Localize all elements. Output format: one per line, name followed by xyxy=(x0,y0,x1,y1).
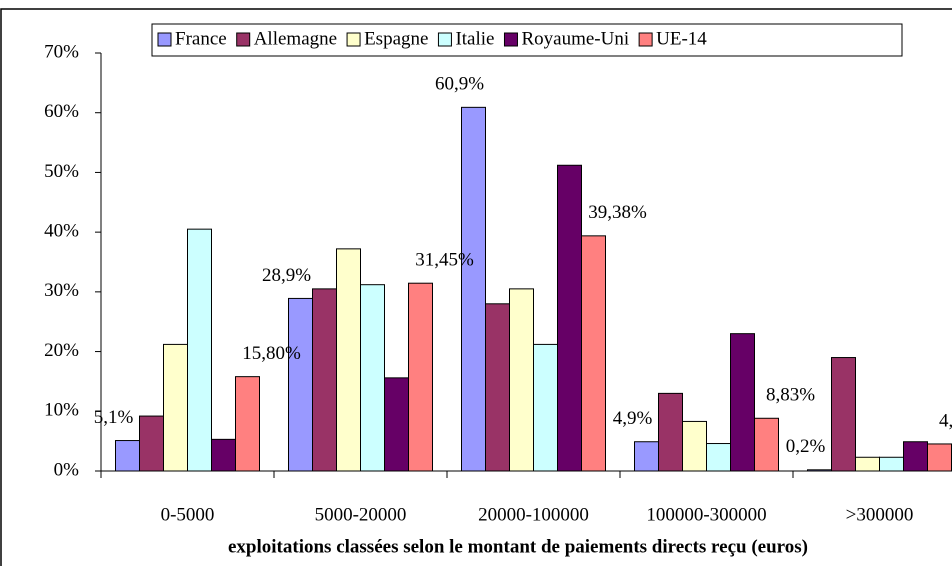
legend-swatch xyxy=(236,32,251,47)
legend-swatch xyxy=(503,32,518,47)
bar xyxy=(139,415,164,472)
bar xyxy=(115,440,140,472)
bar xyxy=(903,441,928,472)
data-label: 15,80% xyxy=(242,343,301,364)
legend-label: Italie xyxy=(455,28,494,49)
bar xyxy=(658,392,683,472)
data-label: 4,9% xyxy=(613,408,653,429)
legend-swatch xyxy=(638,32,653,47)
bar xyxy=(730,333,755,472)
bar xyxy=(533,343,558,472)
data-label: 39,38% xyxy=(588,202,647,223)
legend-swatch xyxy=(346,32,361,47)
bar xyxy=(807,469,832,472)
bar xyxy=(634,441,659,472)
data-label: 0,2% xyxy=(786,436,826,457)
bar xyxy=(682,420,707,472)
bar xyxy=(360,284,385,472)
legend-swatch xyxy=(437,32,452,47)
legend-box xyxy=(151,23,903,57)
legend-label: Royaume-Uni xyxy=(521,28,629,49)
bar xyxy=(211,438,236,472)
x-tick-label: 100000-300000 xyxy=(646,504,766,525)
y-tick-label: 60% xyxy=(44,101,79,122)
legend-label: UE-14 xyxy=(656,28,707,49)
bar xyxy=(384,377,409,472)
data-label: 60,9% xyxy=(435,74,484,95)
bar xyxy=(288,297,313,472)
x-axis-title: exploitations classées selon le montant … xyxy=(228,536,808,557)
bar xyxy=(754,417,779,472)
bar xyxy=(187,228,212,472)
bar xyxy=(927,443,952,472)
bar xyxy=(485,303,510,472)
x-tick-label: 5000-20000 xyxy=(315,504,407,525)
legend-label: Allemagne xyxy=(254,28,337,49)
bar xyxy=(235,376,260,472)
y-tick-label: 70% xyxy=(44,41,79,62)
data-label: 5,1% xyxy=(94,407,134,428)
data-label: 31,45% xyxy=(415,250,474,271)
bar xyxy=(581,235,606,472)
bar xyxy=(461,106,486,472)
bar xyxy=(163,343,188,472)
data-label: 8,83% xyxy=(766,385,815,406)
y-tick-label: 0% xyxy=(54,459,80,480)
bar xyxy=(408,282,433,472)
y-tick-label: 40% xyxy=(44,221,79,242)
legend-swatch xyxy=(157,32,172,47)
x-tick-label: 0-5000 xyxy=(161,504,215,525)
x-tick-label: >300000 xyxy=(846,504,914,525)
bar xyxy=(855,456,880,472)
data-label: 4,53% xyxy=(939,410,952,431)
data-label: 28,9% xyxy=(262,265,311,286)
y-tick-label: 10% xyxy=(44,400,79,421)
bar xyxy=(831,357,856,472)
bar xyxy=(336,248,361,472)
bar xyxy=(706,443,731,472)
bar xyxy=(312,288,337,472)
y-tick-label: 20% xyxy=(44,340,79,361)
bar xyxy=(557,164,582,472)
y-tick-label: 50% xyxy=(44,161,79,182)
bar xyxy=(879,456,904,472)
bar xyxy=(509,288,534,472)
y-tick-label: 30% xyxy=(44,280,79,301)
x-tick-label: 20000-100000 xyxy=(478,504,589,525)
chart-frame xyxy=(0,8,952,566)
legend-label: Espagne xyxy=(364,28,428,49)
legend-label: France xyxy=(175,28,227,49)
